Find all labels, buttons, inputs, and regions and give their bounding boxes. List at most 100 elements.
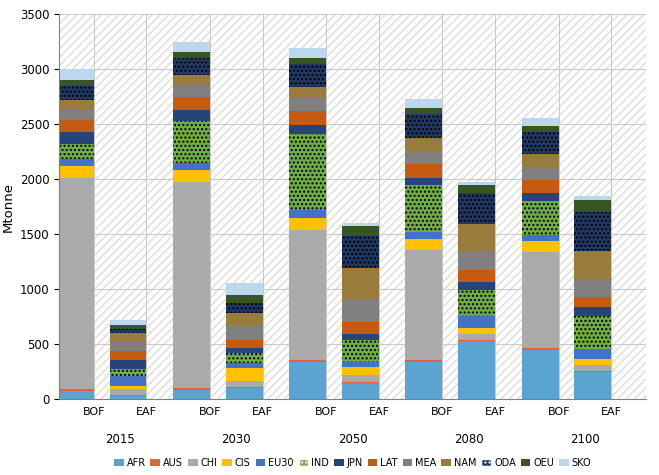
Bar	[57, 100, 94, 111]
Bar	[289, 230, 326, 360]
Bar	[173, 97, 210, 111]
Bar	[342, 381, 379, 382]
Bar	[405, 178, 442, 185]
Bar	[342, 226, 379, 236]
Bar	[405, 151, 442, 164]
Bar	[405, 361, 442, 399]
Bar	[405, 164, 442, 178]
Bar	[57, 132, 94, 144]
Bar	[342, 300, 379, 322]
Bar	[575, 251, 612, 280]
Bar	[289, 218, 326, 230]
Bar	[226, 363, 263, 368]
Bar	[109, 342, 146, 352]
Bar	[109, 369, 146, 376]
Bar	[226, 368, 263, 381]
Bar	[289, 125, 326, 133]
Bar	[342, 375, 379, 381]
Bar	[522, 180, 559, 193]
Bar	[289, 64, 326, 87]
Bar	[405, 99, 442, 108]
Bar	[289, 98, 326, 111]
Bar	[289, 111, 326, 125]
Bar	[522, 350, 559, 399]
Bar	[575, 297, 612, 307]
Bar	[57, 69, 94, 80]
Bar	[458, 328, 495, 334]
Bar	[405, 232, 442, 238]
Bar	[575, 196, 612, 200]
Bar	[109, 389, 146, 395]
Bar	[57, 111, 94, 120]
Bar	[226, 303, 263, 313]
Bar	[458, 316, 495, 328]
Bar	[57, 178, 94, 389]
Bar	[289, 87, 326, 98]
Bar	[405, 114, 442, 139]
Bar	[109, 320, 146, 325]
Bar	[405, 360, 442, 361]
Bar	[226, 388, 263, 399]
Bar	[289, 360, 326, 361]
Bar	[458, 282, 495, 290]
Bar	[173, 162, 210, 171]
Bar	[342, 223, 379, 226]
Bar	[109, 387, 146, 389]
Bar	[173, 75, 210, 86]
Bar	[458, 270, 495, 282]
Bar	[109, 332, 146, 342]
Bar	[575, 307, 612, 316]
Bar	[575, 365, 612, 370]
Bar	[342, 362, 379, 367]
Bar	[575, 200, 612, 212]
Bar	[57, 120, 94, 132]
Bar	[57, 391, 94, 399]
Legend: AFR, AUS, CHI, CIS, EU30, IND, JPN, LAT, MEA, NAM, ODA, OEU, SKO: AFR, AUS, CHI, CIS, EU30, IND, JPN, LAT,…	[110, 454, 595, 472]
Bar	[522, 167, 559, 180]
Bar	[173, 388, 210, 390]
Bar	[575, 359, 612, 365]
Bar	[522, 132, 559, 154]
Bar	[226, 381, 263, 388]
Bar	[57, 389, 94, 391]
Bar	[458, 334, 495, 340]
Bar	[342, 334, 379, 341]
Text: 2080: 2080	[454, 433, 484, 446]
Bar	[109, 396, 146, 399]
Bar	[522, 348, 559, 350]
Bar	[109, 376, 146, 387]
Bar	[289, 57, 326, 64]
Bar	[342, 367, 379, 375]
Bar	[173, 390, 210, 399]
Bar	[226, 313, 263, 325]
Bar	[405, 139, 442, 151]
Bar	[522, 241, 559, 252]
Bar	[109, 352, 146, 360]
Bar	[458, 290, 495, 316]
Bar	[57, 80, 94, 86]
Bar	[458, 193, 495, 224]
Bar	[405, 238, 442, 250]
Bar	[575, 316, 612, 349]
Bar	[173, 58, 210, 75]
Bar	[173, 86, 210, 97]
Bar	[173, 42, 210, 52]
Bar	[522, 200, 559, 235]
Bar	[405, 185, 442, 232]
Bar	[289, 210, 326, 218]
Bar	[522, 118, 559, 126]
Bar	[342, 341, 379, 362]
Bar	[289, 48, 326, 57]
Bar	[458, 224, 495, 252]
Bar	[57, 159, 94, 166]
Bar	[57, 166, 94, 178]
Bar	[405, 108, 442, 114]
Bar	[173, 182, 210, 388]
Bar	[458, 341, 495, 399]
Bar	[458, 185, 495, 193]
Bar	[226, 348, 263, 353]
Bar	[109, 360, 146, 369]
Bar	[575, 280, 612, 297]
Text: 2030: 2030	[221, 433, 251, 446]
Bar	[109, 325, 146, 329]
